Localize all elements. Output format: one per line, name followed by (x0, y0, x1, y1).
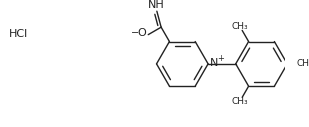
Text: +: + (217, 54, 224, 63)
Text: N: N (210, 58, 218, 68)
Text: HCl: HCl (9, 29, 28, 39)
Text: O: O (138, 28, 146, 38)
Text: −: − (131, 28, 139, 38)
Text: CH₃: CH₃ (231, 22, 248, 31)
Text: CH₃: CH₃ (231, 97, 248, 106)
Text: CH₃: CH₃ (296, 59, 309, 68)
Text: NH: NH (148, 0, 164, 10)
